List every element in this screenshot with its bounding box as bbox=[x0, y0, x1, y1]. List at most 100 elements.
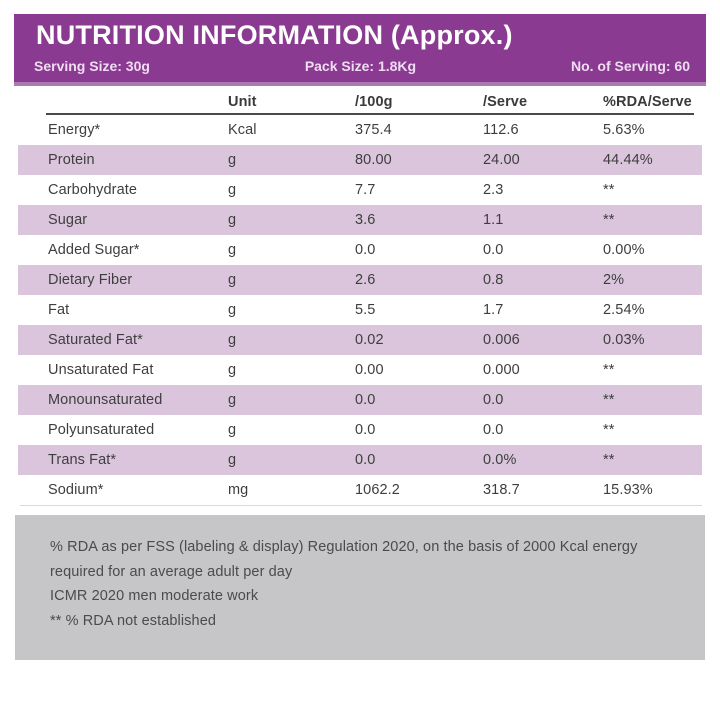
cell-unit: g bbox=[228, 422, 237, 438]
cell-per100g: 0.02 bbox=[355, 332, 384, 348]
cell-nutrient: Energy* bbox=[48, 122, 101, 138]
cell-rda: 2% bbox=[603, 272, 625, 288]
cell-rda: 15.93% bbox=[603, 482, 653, 498]
serving-size-label: Serving Size: 30g bbox=[34, 58, 150, 74]
table-row: Added Sugar* g 0.0 0.0 0.00% bbox=[18, 235, 702, 265]
table-header-row: Unit /100g /Serve %RDA/Serve bbox=[18, 88, 702, 115]
cell-nutrient: Added Sugar* bbox=[48, 242, 140, 258]
cell-unit: g bbox=[228, 242, 237, 258]
cell-unit: g bbox=[228, 182, 237, 198]
pack-size-label: Pack Size: 1.8Kg bbox=[304, 58, 417, 74]
table-row: Sugar g 3.6 1.1 ** bbox=[18, 205, 702, 235]
cell-perserve: 112.6 bbox=[483, 122, 519, 138]
table-row: Fat g 5.5 1.7 2.54% bbox=[18, 295, 702, 325]
cell-per100g: 80.00 bbox=[355, 152, 392, 168]
cell-per100g: 0.0 bbox=[355, 452, 376, 468]
cell-rda: 0.03% bbox=[603, 332, 645, 348]
cell-per100g: 3.6 bbox=[355, 212, 376, 228]
table-body: Energy* Kcal 375.4 112.6 5.63% Protein g… bbox=[0, 115, 720, 505]
cell-perserve: 0.000 bbox=[483, 362, 520, 378]
table-row: Trans Fat* g 0.0 0.0% ** bbox=[18, 445, 702, 475]
table-row: Carbohydrate g 7.7 2.3 ** bbox=[18, 175, 702, 205]
cell-perserve: 0.006 bbox=[483, 332, 520, 348]
cell-nutrient: Unsaturated Fat bbox=[48, 362, 154, 378]
cell-perserve: 1.1 bbox=[483, 212, 504, 228]
table-row: Saturated Fat* g 0.02 0.006 0.03% bbox=[18, 325, 702, 355]
cell-unit: g bbox=[228, 272, 237, 288]
cell-nutrient: Sodium* bbox=[48, 482, 104, 498]
cell-per100g: 5.5 bbox=[355, 302, 376, 318]
cell-nutrient: Protein bbox=[48, 152, 95, 168]
cell-unit: g bbox=[228, 362, 237, 378]
cell-perserve: 318.7 bbox=[483, 482, 520, 498]
cell-per100g: 2.6 bbox=[355, 272, 376, 288]
cell-nutrient: Carbohydrate bbox=[48, 182, 138, 198]
cell-per100g: 0.0 bbox=[355, 422, 376, 438]
col-header-perserve: /Serve bbox=[483, 93, 528, 110]
cell-rda: 44.44% bbox=[603, 152, 653, 168]
col-header-rda: %RDA/Serve bbox=[603, 93, 692, 110]
cell-per100g: 7.7 bbox=[355, 182, 376, 198]
table-row: Protein g 80.00 24.00 44.44% bbox=[18, 145, 702, 175]
cell-nutrient: Trans Fat* bbox=[48, 452, 117, 468]
no-of-serving-label: No. of Serving: 60 bbox=[570, 58, 690, 74]
footnote-line: ICMR 2020 men moderate work bbox=[50, 588, 259, 604]
table-row: Energy* Kcal 375.4 112.6 5.63% bbox=[18, 115, 702, 145]
table-row: Unsaturated Fat g 0.00 0.000 ** bbox=[18, 355, 702, 385]
cell-perserve: 0.0 bbox=[483, 392, 504, 408]
col-header-per100g: /100g bbox=[355, 93, 393, 110]
cell-per100g: 0.0 bbox=[355, 242, 376, 258]
cell-unit: g bbox=[228, 302, 237, 318]
cell-rda: ** bbox=[603, 182, 615, 198]
footnote-text: % RDA as per FSS (labeling & display) Re… bbox=[50, 535, 685, 633]
cell-perserve: 24.00 bbox=[483, 152, 520, 168]
cell-unit: g bbox=[228, 212, 237, 228]
cell-perserve: 2.3 bbox=[483, 182, 504, 198]
cell-rda: ** bbox=[603, 362, 615, 378]
header-subrow: Serving Size: 30g Pack Size: 1.8Kg No. o… bbox=[34, 58, 690, 74]
cell-unit: g bbox=[228, 152, 237, 168]
table-row: Polyunsaturated g 0.0 0.0 ** bbox=[18, 415, 702, 445]
page-title: NUTRITION INFORMATION (Approx.) bbox=[36, 20, 513, 50]
footnote-box: % RDA as per FSS (labeling & display) Re… bbox=[15, 515, 705, 660]
table-row: Dietary Fiber g 2.6 0.8 2% bbox=[18, 265, 702, 295]
table-bottom-divider bbox=[20, 505, 702, 506]
cell-rda: 5.63% bbox=[603, 122, 645, 138]
cell-unit: g bbox=[228, 332, 237, 348]
cell-per100g: 1062.2 bbox=[355, 482, 400, 498]
cell-unit: mg bbox=[228, 482, 249, 498]
cell-nutrient: Saturated Fat* bbox=[48, 332, 143, 348]
header-band: NUTRITION INFORMATION (Approx.) Serving … bbox=[14, 14, 706, 86]
cell-nutrient: Polyunsaturated bbox=[48, 422, 155, 438]
footnote-line: % RDA as per FSS (labeling & display) Re… bbox=[50, 539, 638, 555]
nutrition-table: Unit /100g /Serve %RDA/Serve Energy* Kca… bbox=[0, 88, 720, 506]
cell-perserve: 1.7 bbox=[483, 302, 504, 318]
footnote-line: required for an average adult per day bbox=[50, 563, 293, 580]
cell-unit: Kcal bbox=[228, 122, 257, 138]
cell-nutrient: Fat bbox=[48, 302, 70, 318]
cell-perserve: 0.0 bbox=[483, 422, 504, 438]
table-row: Sodium* mg 1062.2 318.7 15.93% bbox=[18, 475, 702, 505]
cell-nutrient: Sugar bbox=[48, 212, 88, 228]
cell-rda: ** bbox=[603, 392, 615, 408]
table-row: Monounsaturated g 0.0 0.0 ** bbox=[18, 385, 702, 415]
footnote-line: ** % RDA not established bbox=[50, 612, 217, 629]
cell-perserve: 0.0% bbox=[483, 452, 517, 468]
cell-rda: ** bbox=[603, 212, 615, 228]
cell-per100g: 375.4 bbox=[355, 122, 392, 138]
cell-per100g: 0.00 bbox=[355, 362, 384, 378]
cell-per100g: 0.0 bbox=[355, 392, 376, 408]
cell-unit: g bbox=[228, 452, 237, 468]
cell-perserve: 0.8 bbox=[483, 272, 504, 288]
cell-rda: ** bbox=[603, 422, 615, 438]
cell-perserve: 0.0 bbox=[483, 242, 504, 258]
cell-nutrient: Monounsaturated bbox=[48, 392, 163, 408]
cell-unit: g bbox=[228, 392, 237, 408]
cell-rda: 0.00% bbox=[603, 242, 645, 258]
cell-rda: 2.54% bbox=[603, 302, 645, 318]
cell-nutrient: Dietary Fiber bbox=[48, 272, 133, 288]
col-header-unit: Unit bbox=[228, 93, 257, 110]
header-underline bbox=[46, 113, 694, 115]
cell-rda: ** bbox=[603, 452, 615, 468]
